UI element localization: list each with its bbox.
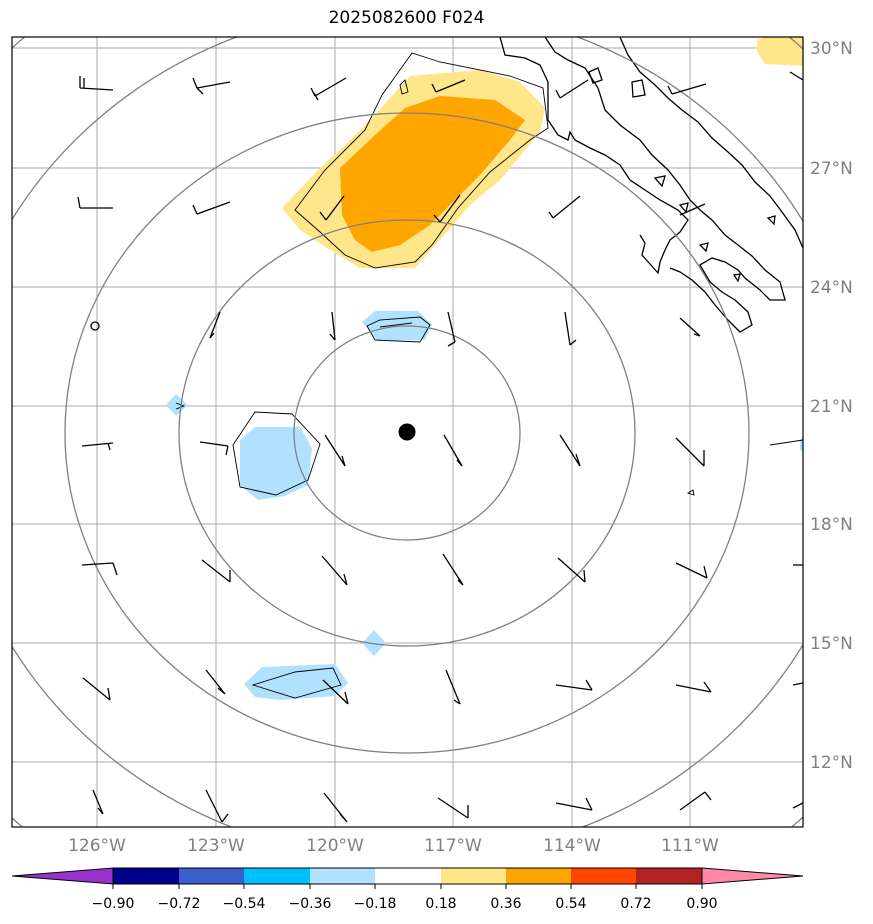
- colorbar-label: −0.90: [92, 896, 135, 912]
- negative-anomaly-5: [244, 664, 348, 700]
- lat-label: 27°N: [810, 159, 853, 179]
- colorbar-label: 0.72: [620, 896, 651, 912]
- colorbar-segment: [244, 868, 310, 884]
- lat-label: 15°N: [810, 634, 853, 654]
- colorbar-segment: [441, 868, 506, 884]
- lon-label: 114°W: [543, 836, 601, 856]
- colorbar-segment: [506, 868, 571, 884]
- lat-label: 24°N: [810, 278, 853, 298]
- lat-label: 18°N: [810, 515, 853, 535]
- coastline: [499, 37, 803, 333]
- colorbar: −0.90 −0.72 −0.54 −0.36 −0.18 0.18 0.36 …: [11, 867, 804, 912]
- colorbar-label: −0.72: [158, 896, 201, 912]
- colorbar-label: −0.54: [223, 896, 266, 912]
- plot-frame: [11, 36, 804, 828]
- lon-label: 123°W: [187, 836, 245, 856]
- positive-anomaly-strong: [340, 96, 525, 252]
- colorbar-label: 0.36: [490, 896, 521, 912]
- colorbar-under-arrow: [11, 867, 114, 885]
- lon-label: 111°W: [661, 836, 719, 856]
- lon-label: 117°W: [424, 836, 482, 856]
- colorbar-label: 0.90: [686, 896, 717, 912]
- storm-center-marker: [398, 423, 416, 441]
- contour-lines: [175, 52, 803, 699]
- lon-label: 126°W: [68, 836, 126, 856]
- colorbar-segment: [636, 868, 702, 884]
- lat-label: 21°N: [810, 397, 853, 417]
- lat-label: 12°N: [810, 753, 853, 773]
- colorbar-over-arrow: [701, 867, 804, 885]
- lat-label: 30°N: [810, 39, 853, 59]
- map-title: 2025082600 F024: [328, 8, 485, 28]
- colorbar-label: −0.18: [354, 896, 397, 912]
- colorbar-segment: [571, 868, 636, 884]
- negative-anomaly-2: [240, 427, 312, 500]
- colorbar-segment: [113, 868, 179, 884]
- negative-anomaly-4: [362, 630, 386, 656]
- colorbar-segment: [375, 868, 441, 884]
- colorbar-segment: [310, 868, 375, 884]
- colorbar-label: 0.18: [425, 896, 456, 912]
- positive-anomaly-corner: [757, 37, 803, 66]
- wind-barbs: [77, 76, 803, 823]
- colorbar-segment: [179, 868, 244, 884]
- longitude-labels: 126°W 123°W 120°W 117°W 114°W 111°W: [68, 836, 719, 856]
- negative-anomaly-3: [166, 394, 188, 416]
- colorbar-label: −0.36: [289, 896, 332, 912]
- lon-label: 120°W: [306, 836, 364, 856]
- latitude-labels: 30°N 27°N 24°N 21°N 18°N 15°N 12°N: [810, 39, 853, 773]
- colorbar-label: 0.54: [555, 896, 586, 912]
